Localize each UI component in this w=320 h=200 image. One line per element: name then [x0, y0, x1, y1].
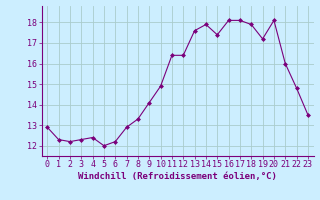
X-axis label: Windchill (Refroidissement éolien,°C): Windchill (Refroidissement éolien,°C)	[78, 172, 277, 181]
